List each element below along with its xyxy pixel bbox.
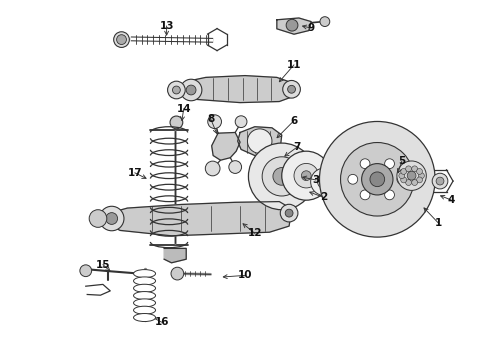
Circle shape <box>360 190 370 200</box>
Circle shape <box>418 173 424 179</box>
Circle shape <box>385 190 394 200</box>
Circle shape <box>311 168 338 195</box>
Circle shape <box>282 151 331 200</box>
Circle shape <box>208 115 221 129</box>
Ellipse shape <box>134 314 155 321</box>
Circle shape <box>168 81 185 99</box>
Text: 12: 12 <box>247 228 262 238</box>
Circle shape <box>416 168 422 174</box>
Text: 1: 1 <box>435 218 442 228</box>
Text: 9: 9 <box>308 23 315 33</box>
Circle shape <box>412 180 417 185</box>
Circle shape <box>205 161 220 176</box>
Text: 5: 5 <box>398 156 405 166</box>
Circle shape <box>319 121 435 237</box>
Circle shape <box>370 172 385 186</box>
Text: 6: 6 <box>291 116 297 126</box>
Circle shape <box>320 17 330 27</box>
Polygon shape <box>164 248 186 263</box>
Circle shape <box>407 171 416 180</box>
Circle shape <box>89 210 107 228</box>
Circle shape <box>114 32 129 48</box>
Text: 14: 14 <box>176 104 191 114</box>
Circle shape <box>385 159 394 168</box>
Circle shape <box>301 171 311 181</box>
Polygon shape <box>212 132 240 160</box>
Circle shape <box>170 116 183 129</box>
Circle shape <box>186 85 196 95</box>
Ellipse shape <box>134 306 155 314</box>
Polygon shape <box>184 76 294 103</box>
Circle shape <box>406 180 412 185</box>
Text: 7: 7 <box>294 142 301 152</box>
Circle shape <box>280 204 298 222</box>
Circle shape <box>262 157 301 196</box>
Text: 3: 3 <box>313 175 319 185</box>
Circle shape <box>397 174 407 184</box>
Circle shape <box>171 267 184 280</box>
Text: 2: 2 <box>320 192 327 202</box>
Circle shape <box>180 79 202 101</box>
Polygon shape <box>105 202 292 236</box>
Circle shape <box>399 173 405 179</box>
Circle shape <box>288 85 295 93</box>
Circle shape <box>341 143 414 216</box>
Circle shape <box>247 129 272 153</box>
Circle shape <box>360 159 370 168</box>
Circle shape <box>283 80 300 98</box>
Ellipse shape <box>134 299 155 307</box>
Circle shape <box>362 163 393 195</box>
Circle shape <box>273 168 291 185</box>
Text: 15: 15 <box>96 260 110 270</box>
Circle shape <box>416 177 422 183</box>
Circle shape <box>172 86 180 94</box>
Circle shape <box>432 173 448 189</box>
Circle shape <box>436 177 444 185</box>
Ellipse shape <box>134 270 155 278</box>
Polygon shape <box>277 18 311 34</box>
Circle shape <box>285 209 293 217</box>
Polygon shape <box>238 127 282 156</box>
Circle shape <box>117 35 126 45</box>
Circle shape <box>348 174 358 184</box>
Circle shape <box>248 143 315 210</box>
Circle shape <box>80 265 92 276</box>
Circle shape <box>235 116 247 127</box>
Text: 8: 8 <box>207 114 214 124</box>
Text: 10: 10 <box>238 270 252 280</box>
Text: 13: 13 <box>159 21 174 31</box>
Circle shape <box>229 161 242 174</box>
Circle shape <box>401 177 407 183</box>
Text: 17: 17 <box>127 168 142 178</box>
Circle shape <box>412 166 417 172</box>
Circle shape <box>401 168 407 174</box>
Circle shape <box>106 213 118 224</box>
Ellipse shape <box>134 277 155 285</box>
Circle shape <box>318 175 331 189</box>
Circle shape <box>99 206 124 231</box>
Circle shape <box>286 19 298 31</box>
Text: 16: 16 <box>154 317 169 327</box>
Ellipse shape <box>134 284 155 292</box>
Text: 4: 4 <box>447 195 455 205</box>
Circle shape <box>294 163 318 188</box>
Text: 11: 11 <box>287 60 301 70</box>
Circle shape <box>397 161 426 190</box>
Ellipse shape <box>134 292 155 300</box>
Circle shape <box>406 166 412 172</box>
